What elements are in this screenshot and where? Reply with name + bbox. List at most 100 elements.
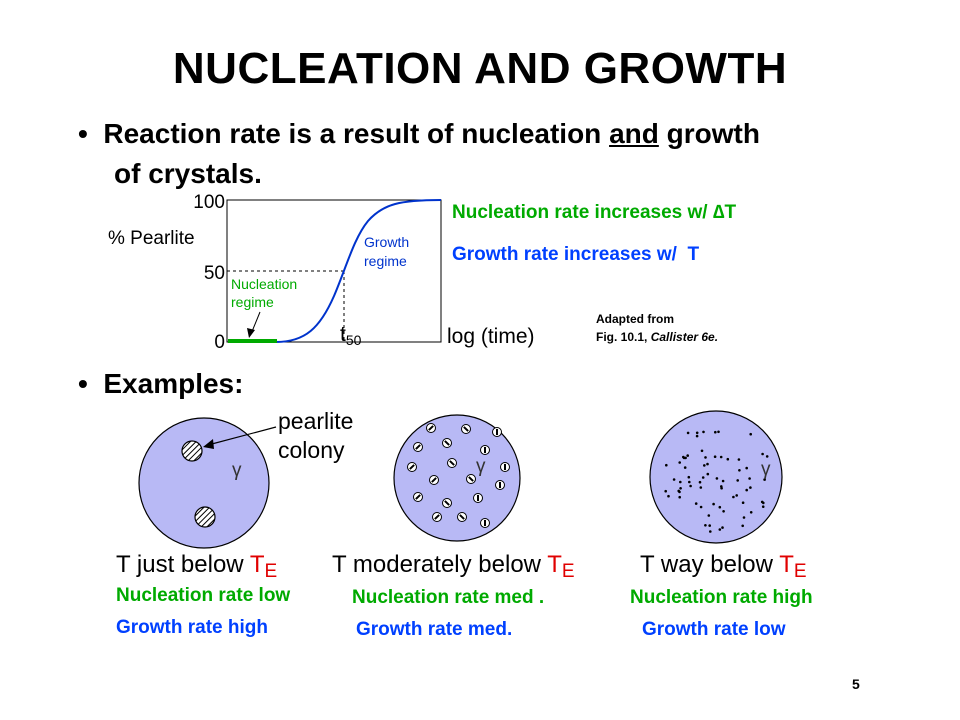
disk3-nuclei <box>664 430 769 533</box>
colony-lamella <box>428 425 434 431</box>
nucleation-rate-1: Nucleation rate low <box>116 585 291 606</box>
example-3: T way below TE Nucleation rate high Grow… <box>630 551 813 640</box>
bullet-dot: • <box>78 118 104 149</box>
nucleation-regime-label-2: regime <box>231 294 274 310</box>
y-tick-100: 100 <box>193 192 225 213</box>
nucleus-dot <box>678 490 681 494</box>
nucleus-dot <box>704 524 707 527</box>
growth-rate-note: Growth rate increases w/ T <box>452 244 700 265</box>
nucleus-dot <box>678 461 681 464</box>
nucleus-dot <box>707 514 711 517</box>
nucleus-dot <box>686 431 690 435</box>
nucleus-dot <box>762 501 765 505</box>
nucleus-dot <box>695 431 699 435</box>
nucleus-dot <box>682 455 685 459</box>
nucleus-dot <box>694 502 698 505</box>
citation-line-1: Adapted from <box>596 312 674 326</box>
nucleus-dot <box>748 477 751 480</box>
nucleus-dot <box>741 501 745 504</box>
nucleus-dot <box>765 455 769 458</box>
colony-lamella <box>449 460 455 466</box>
delta-t-symbol: ∆T <box>712 202 737 223</box>
t50-marker: t50 <box>340 323 362 348</box>
gamma-2: γ <box>476 456 486 477</box>
disk2-colonies <box>407 423 510 528</box>
nucleus-dot <box>721 526 724 529</box>
nucleus-dot <box>667 494 670 498</box>
growth-regime-label-1: Growth <box>364 234 409 250</box>
colony-lamella <box>409 464 415 470</box>
nucleus-dot <box>749 486 752 489</box>
colony-lamella <box>431 477 437 483</box>
nucleus-dot <box>761 505 765 508</box>
nucleus-dot <box>726 457 730 461</box>
nucleus-dot <box>688 480 691 484</box>
nucleation-regime-label-1: Nucleation <box>231 276 297 292</box>
microstructure-examples: γ pearlite colony γ γ <box>138 408 783 549</box>
bullet-continuation: of crystals. <box>114 158 262 189</box>
nucleus-dot <box>745 488 748 492</box>
citation-line-2: Fig. 10.1, Callister 6e. <box>596 330 719 344</box>
nucleus-dot <box>737 458 741 461</box>
nucleus-dot <box>720 485 723 488</box>
nucleus-dot <box>695 434 699 438</box>
nucleus-dot <box>741 524 744 528</box>
growth-rate-2: Growth rate med. <box>356 619 513 640</box>
colony-lamella <box>434 514 440 520</box>
nucleus-dot <box>678 495 681 499</box>
condition-1: T just below TE <box>116 551 278 582</box>
nucleus-dot <box>749 432 752 436</box>
nucleation-rate-2: Nucleation rate med . <box>352 587 545 608</box>
pearlite-transformation-graph: % Pearlite 100 50 0 Growth regime Nuclea… <box>108 192 535 353</box>
nucleus-dot <box>699 486 703 489</box>
nucleus-dot <box>679 487 682 490</box>
pearlite-arrow-head <box>203 439 214 449</box>
nucleus-dot <box>686 454 689 457</box>
nucleus-dot <box>761 452 764 456</box>
transformation-curve <box>275 199 442 343</box>
nucleus-dot <box>745 466 748 470</box>
nucleus-dot <box>689 484 692 488</box>
nucleation-rate-3: Nucleation rate high <box>630 587 813 608</box>
nucleus-dot <box>717 430 720 434</box>
nucleus-dot <box>698 480 702 484</box>
nucleus-dot <box>702 430 705 434</box>
colony-lamella <box>444 440 450 446</box>
nucleus-dot <box>683 466 687 469</box>
nucleus-dot <box>665 463 668 467</box>
nucleation-rate-note-text: Nucleation rate increases w/ <box>452 202 713 223</box>
examples-label: Examples: <box>103 368 244 399</box>
bullet-examples: • Examples: <box>78 368 243 400</box>
colony-lamella <box>459 514 465 520</box>
nucleus-dot <box>715 477 719 480</box>
nucleus-dot <box>701 476 705 479</box>
nucleus-dot <box>763 478 766 481</box>
pearlite-colony-2 <box>194 506 216 528</box>
gamma-3: γ <box>761 459 771 480</box>
nucleus-dot <box>664 489 667 493</box>
colony-lamella <box>444 500 450 506</box>
nucleus-dot <box>749 511 753 514</box>
nucleus-dot <box>738 469 741 472</box>
citation: Adapted from Fig. 10.1, Callister 6e. <box>596 312 718 344</box>
page-title: NUCLEATION AND GROWTH <box>172 44 788 93</box>
nucleation-rate-note: Nucleation rate increases w/ ∆T <box>452 202 736 224</box>
condition-2: T moderately below TE <box>332 551 575 582</box>
nucleus-dot <box>714 430 717 434</box>
bullet-text-underlined: and <box>609 118 659 149</box>
nucleus-dot <box>708 524 711 527</box>
colony-lamella <box>415 444 421 450</box>
pearlite-colony-label-2: colony <box>278 437 345 463</box>
growth-rate-3: Growth rate low <box>642 619 786 640</box>
nucleus-dot <box>709 530 712 533</box>
nucleus-dot <box>703 464 706 467</box>
colony-lamella <box>415 494 421 500</box>
nucleus-dot <box>704 456 707 459</box>
nucleus-dot <box>719 455 723 459</box>
pearlite-colony-label-1: pearlite <box>278 408 353 434</box>
nucleus-dot <box>672 478 676 481</box>
x-axis-label: log (time) <box>447 325 535 348</box>
nucleus-dot <box>713 455 717 458</box>
growth-regime-label-2: regime <box>364 253 407 269</box>
nucleus-dot <box>700 449 704 453</box>
